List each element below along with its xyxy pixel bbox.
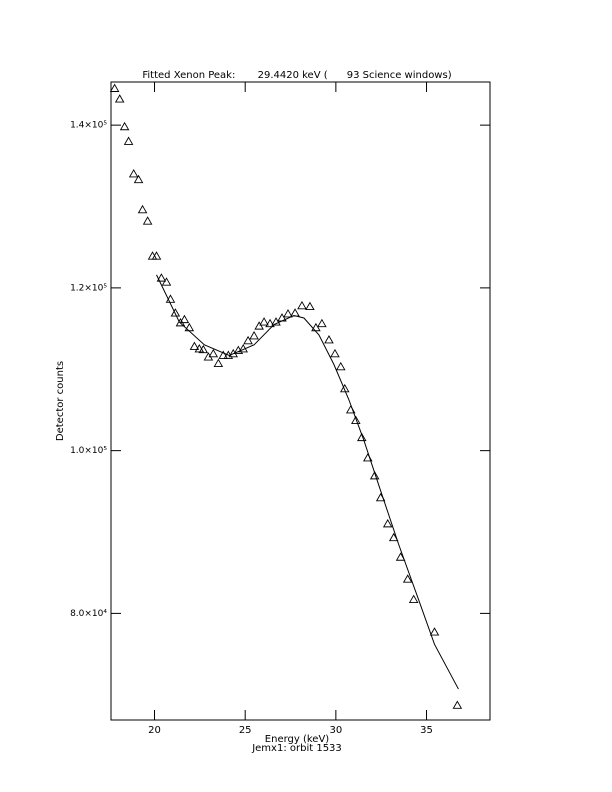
data-point — [249, 330, 259, 340]
x-tick-label: 30 — [329, 725, 342, 736]
data-point — [137, 204, 148, 214]
x-axis-label: Energy (keV) — [265, 734, 330, 745]
data-point — [218, 350, 229, 359]
y-tick-label: 1.0×10⁵ — [70, 446, 107, 456]
data-point — [408, 594, 419, 604]
data-point — [123, 136, 134, 145]
data-point — [119, 121, 130, 131]
data-point — [357, 432, 367, 442]
data-point — [330, 348, 340, 358]
data-point — [156, 273, 167, 282]
data-point — [142, 216, 153, 225]
data-point — [265, 318, 275, 328]
data-point — [189, 341, 200, 350]
data-point — [208, 348, 219, 358]
data-point — [271, 317, 281, 326]
fit-line — [156, 274, 459, 690]
data-point — [429, 627, 440, 636]
data-point — [388, 532, 399, 542]
data-point — [109, 83, 120, 92]
data-point — [402, 574, 413, 583]
data-point — [243, 335, 253, 345]
data-point — [213, 358, 224, 368]
y-tick-label: 1.4×10⁵ — [70, 121, 107, 131]
chart-title: Fitted Xenon Peak: 29.4420 keV ( 93 Scie… — [142, 70, 451, 81]
y-axis-label: Detector counts — [55, 361, 66, 441]
data-point — [297, 300, 307, 310]
x-tick-label: 20 — [148, 725, 161, 736]
data-point — [114, 94, 125, 103]
x-tick-label: 35 — [420, 725, 433, 736]
data-point — [259, 317, 269, 326]
data-point — [335, 361, 346, 371]
data-point — [283, 309, 293, 318]
y-tick-label: 1.2×10⁵ — [70, 283, 107, 293]
data-point — [382, 518, 393, 528]
data-point — [198, 344, 209, 354]
data-point — [317, 318, 327, 328]
data-point — [339, 383, 350, 393]
data-point — [179, 314, 190, 324]
subtitle: Jemx1: orbit 1533 — [251, 743, 342, 754]
data-point — [351, 415, 361, 424]
data-point — [128, 169, 139, 178]
data-point — [151, 251, 162, 260]
data-point — [133, 174, 144, 184]
data-point — [452, 700, 463, 709]
data-point — [311, 322, 321, 332]
data-point — [305, 301, 315, 311]
data-point — [369, 470, 380, 480]
data-point — [161, 277, 172, 286]
y-tick-label: 8.0×10⁴ — [70, 609, 107, 619]
plot-frame — [110, 81, 491, 721]
data-point — [170, 308, 181, 317]
data-point — [324, 335, 334, 344]
x-tick-label: 25 — [239, 725, 252, 736]
data-point — [254, 321, 264, 330]
